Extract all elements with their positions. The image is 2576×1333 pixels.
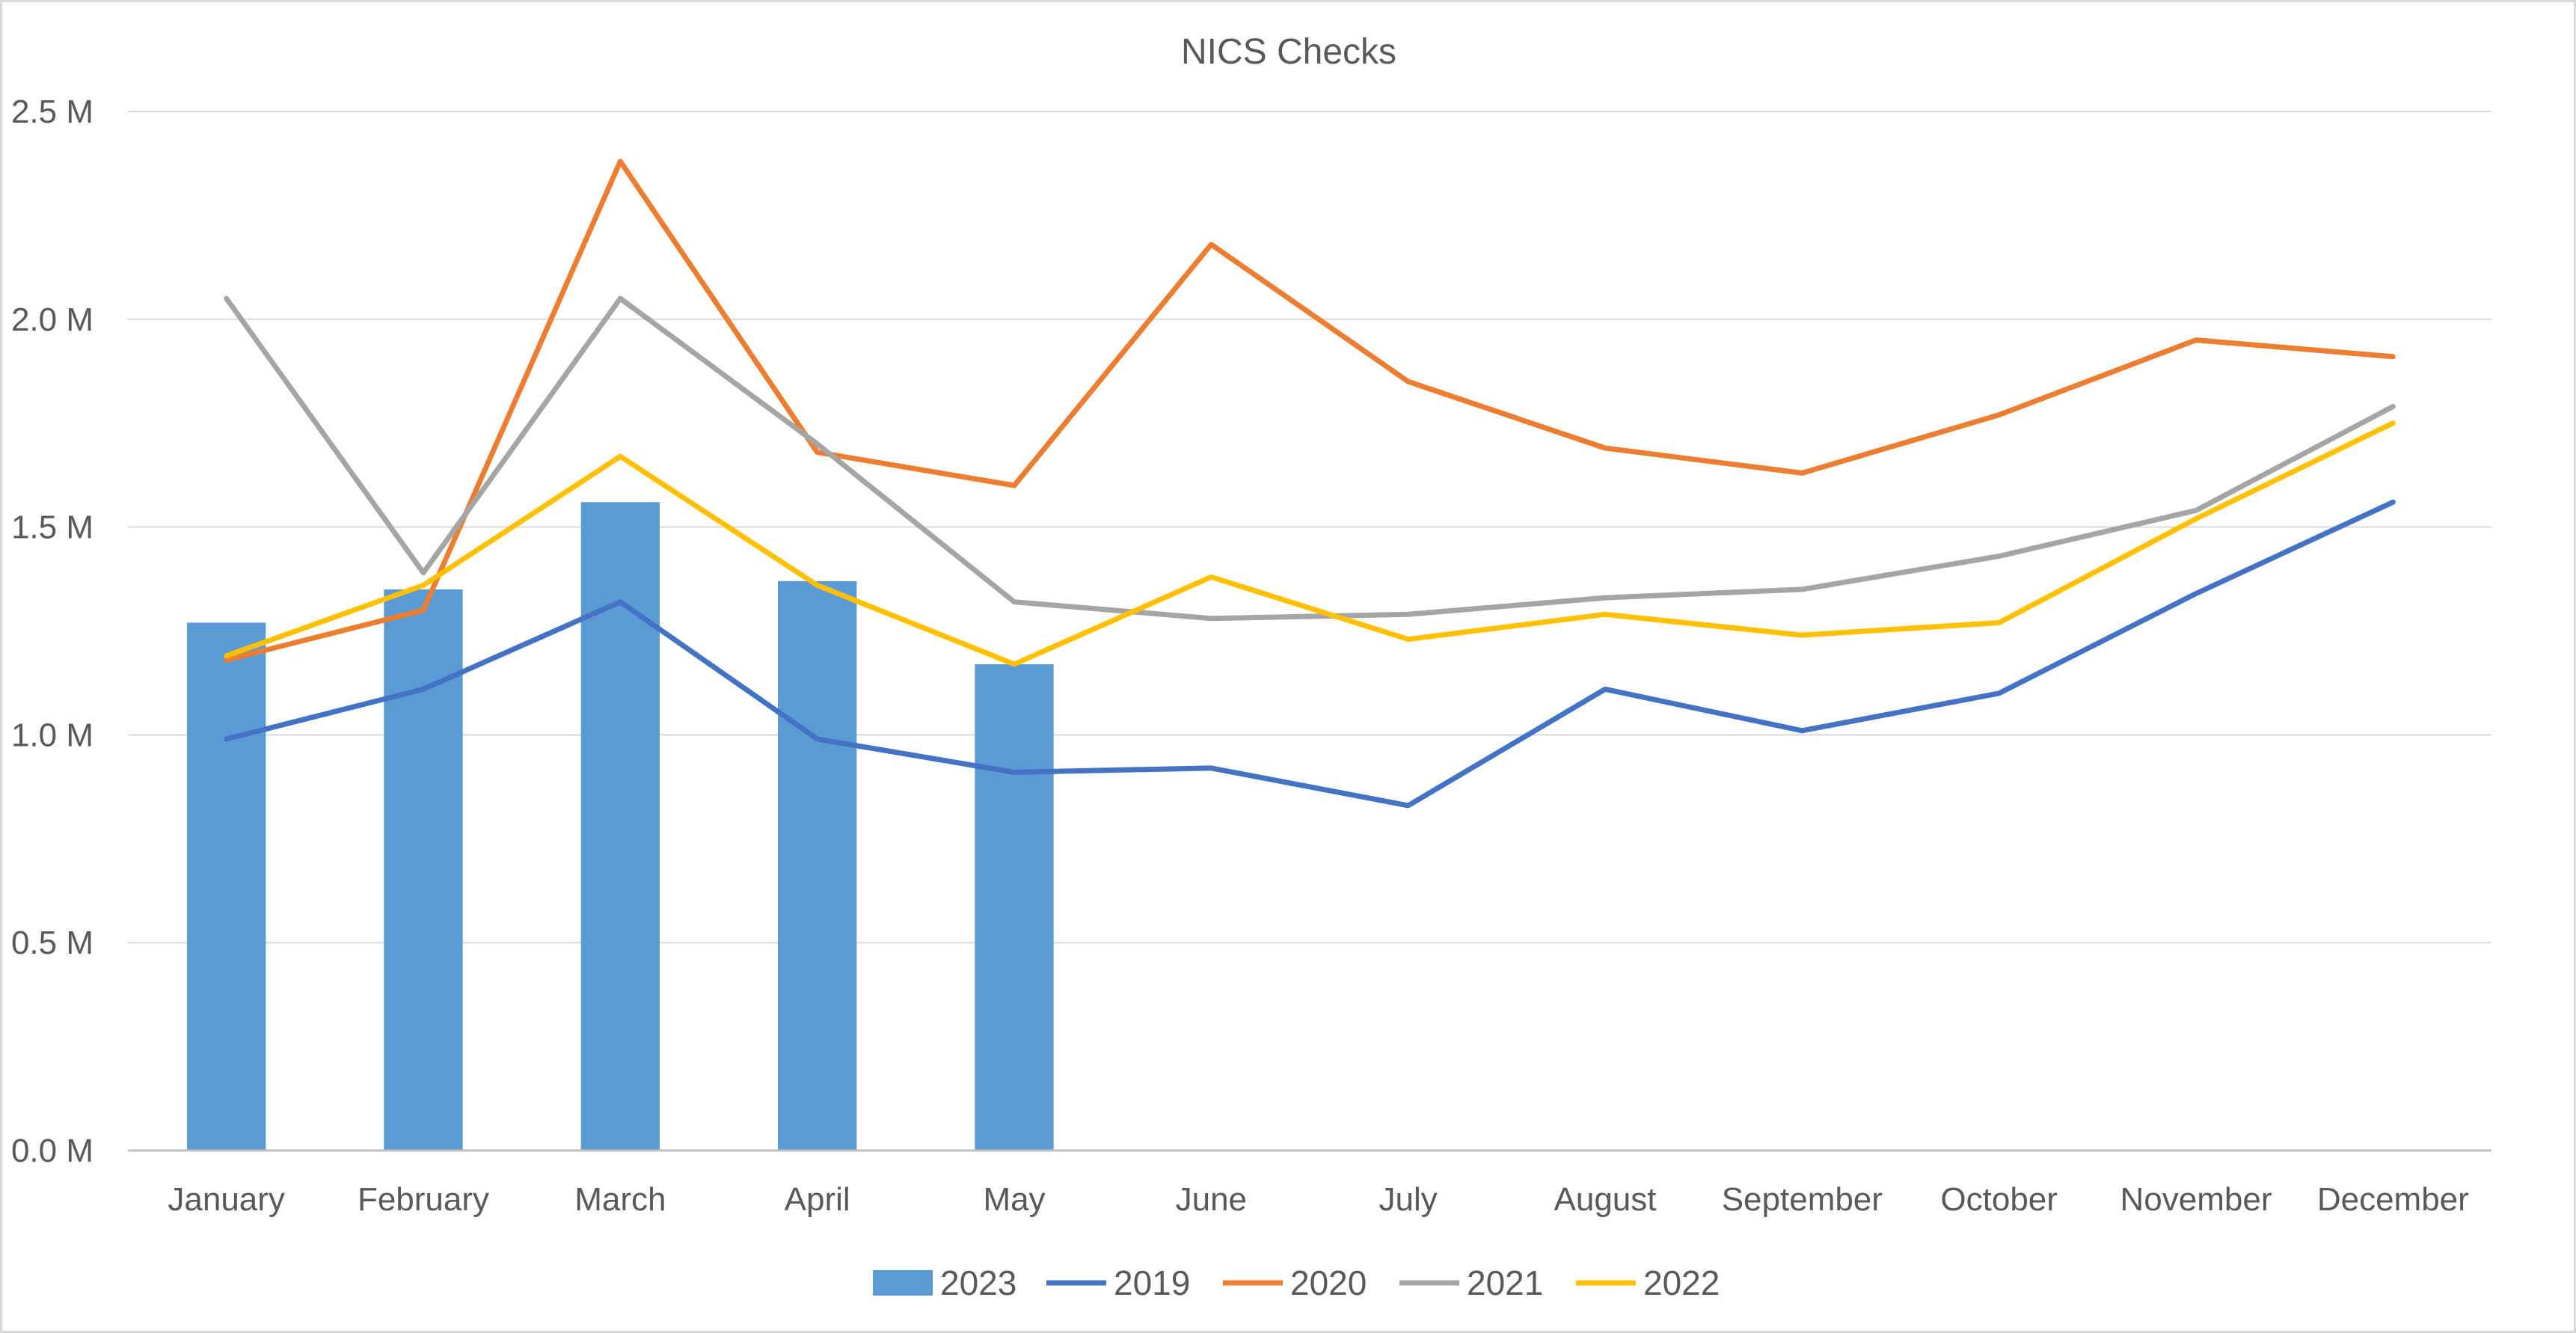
data-point-2022 xyxy=(423,584,424,586)
data-point-2019 xyxy=(1013,771,1015,773)
chart-title: NICS Checks xyxy=(1181,32,1396,72)
data-point-2020 xyxy=(1604,447,1606,450)
data-point-2019 xyxy=(1210,767,1212,769)
x-tick-label: October xyxy=(1940,1181,2058,1218)
data-point-2020 xyxy=(619,160,622,162)
data-point-2021 xyxy=(1407,613,1409,616)
data-point-2021 xyxy=(1801,588,1803,590)
y-tick-label: 2.0 M xyxy=(11,301,93,338)
data-point-2021 xyxy=(816,443,818,445)
line-series-2022 xyxy=(224,420,2396,667)
x-tick-label: April xyxy=(785,1181,850,1218)
x-tick-label: August xyxy=(1554,1181,1657,1218)
data-point-2020 xyxy=(225,659,227,661)
legend: 2023 2019 2020 2021 2022 xyxy=(873,1263,1720,1302)
legend-label: 2023 xyxy=(940,1263,1016,1302)
legend-item-2023: 2023 xyxy=(873,1263,1016,1302)
data-point-2020 xyxy=(1407,381,1409,383)
data-point-2021 xyxy=(2195,509,2197,512)
line-series-group xyxy=(224,159,2396,809)
data-point-2019 xyxy=(2195,592,2197,595)
data-point-2020 xyxy=(816,451,818,453)
data-point-2021 xyxy=(423,571,424,574)
data-point-2019 xyxy=(423,688,424,690)
data-point-2019 xyxy=(1407,804,1409,806)
data-point-2021 xyxy=(2392,405,2394,408)
series-line-2020 xyxy=(224,159,2396,663)
legend-label: 2019 xyxy=(1114,1263,1190,1302)
data-point-2021 xyxy=(225,298,227,300)
data-point-2022 xyxy=(225,655,227,657)
data-point-2019 xyxy=(1801,729,1803,732)
x-tick-label: September xyxy=(1722,1181,1883,1218)
x-tick-label: December xyxy=(2317,1181,2469,1218)
y-tick-label: 2.5 M xyxy=(11,94,93,130)
series-line-2019 xyxy=(224,499,2396,809)
bar-2023 xyxy=(187,622,266,1150)
legend-label: 2021 xyxy=(1467,1263,1543,1302)
y-tick-label: 1.5 M xyxy=(11,509,93,546)
legend-label: 2022 xyxy=(1643,1263,1720,1302)
legend-item-2019: 2019 xyxy=(1046,1263,1190,1302)
x-tick-label: May xyxy=(983,1181,1045,1218)
data-point-2021 xyxy=(619,298,622,300)
y-tick-label: 1.0 M xyxy=(11,717,93,753)
y-axis-ticks: 0.0 M 0.5 M 1.0 M 1.5 M 2.0 M 2.5 M xyxy=(11,94,93,1169)
line-series-2020 xyxy=(224,159,2396,663)
data-point-2022 xyxy=(1210,576,1212,578)
data-point-2020 xyxy=(1013,485,1015,487)
data-point-2021 xyxy=(1013,601,1015,603)
data-point-2022 xyxy=(1013,663,1015,665)
bar-2023 xyxy=(975,664,1054,1150)
data-point-2019 xyxy=(1998,692,2000,694)
bar-2023 xyxy=(384,589,463,1150)
data-point-2022 xyxy=(2195,518,2197,520)
y-tick-label: 0.5 M xyxy=(11,925,93,961)
data-point-2019 xyxy=(225,738,227,740)
legend-item-2021: 2021 xyxy=(1399,1263,1543,1302)
legend-item-2020: 2020 xyxy=(1223,1263,1367,1302)
bar-2023 xyxy=(778,580,857,1150)
data-point-2019 xyxy=(619,601,622,603)
x-tick-label: July xyxy=(1379,1181,1438,1218)
data-point-2022 xyxy=(1801,634,1803,637)
data-point-2019 xyxy=(816,738,818,740)
line-series-2021 xyxy=(224,295,2396,622)
data-point-2022 xyxy=(1604,613,1606,616)
data-point-2022 xyxy=(2392,422,2394,424)
bar-series-2023 xyxy=(187,502,1054,1150)
line-series-2019 xyxy=(224,499,2396,809)
data-point-2020 xyxy=(1801,472,1803,474)
data-point-2019 xyxy=(1604,688,1606,690)
data-point-2021 xyxy=(1210,617,1212,619)
y-tick-label: 0.0 M xyxy=(11,1133,93,1169)
x-tick-label: February xyxy=(358,1181,489,1218)
x-tick-label: June xyxy=(1176,1181,1247,1218)
legend-item-2022: 2022 xyxy=(1576,1263,1720,1302)
data-point-2021 xyxy=(1998,555,2000,557)
data-point-2022 xyxy=(1998,622,2000,624)
data-point-2020 xyxy=(2195,339,2197,341)
x-tick-label: January xyxy=(168,1181,285,1218)
series-line-2021 xyxy=(224,295,2396,622)
bar-2023 xyxy=(580,502,660,1150)
gridlines xyxy=(128,111,2491,944)
legend-label: 2020 xyxy=(1290,1263,1367,1302)
series-line-2022 xyxy=(224,420,2396,667)
data-point-2020 xyxy=(1998,414,2000,416)
data-point-2020 xyxy=(423,609,424,611)
data-point-2022 xyxy=(619,456,622,458)
data-point-2019 xyxy=(2392,501,2394,503)
data-point-2020 xyxy=(2392,355,2394,358)
x-tick-label: November xyxy=(2120,1181,2272,1218)
data-point-2020 xyxy=(1210,243,1212,245)
x-axis-ticks: January February March April May June July Augu… xyxy=(168,1181,2468,1218)
data-point-2021 xyxy=(1604,597,1606,599)
legend-swatch-bar xyxy=(873,1270,933,1296)
data-point-2022 xyxy=(1407,638,1409,640)
x-tick-label: March xyxy=(574,1181,666,1218)
data-point-2022 xyxy=(816,584,818,586)
